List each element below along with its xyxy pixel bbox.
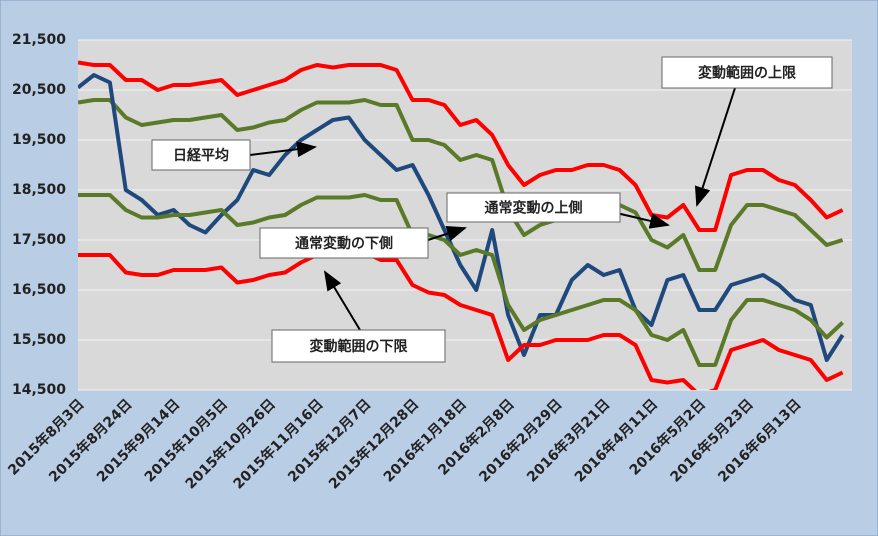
lines xyxy=(78,60,845,390)
series-line xyxy=(78,73,845,362)
series-line xyxy=(78,60,844,232)
series-label: 通常変動の下側 xyxy=(295,235,393,252)
callout-arrow xyxy=(694,87,736,207)
callout: 通常変動の下側 xyxy=(259,227,429,259)
series-label: 通常変動の上側 xyxy=(485,200,583,217)
series-label: 日経平均 xyxy=(173,147,229,164)
callout-box xyxy=(446,192,621,223)
callout: 変動範囲の下限 xyxy=(271,329,446,363)
y-tick-label: 16,500 xyxy=(12,282,66,298)
series-label: 変動範囲の下限 xyxy=(310,338,408,355)
y-tick-label: 19,500 xyxy=(12,132,66,148)
callout-arrow xyxy=(427,225,467,242)
callout: 日経平均 xyxy=(151,139,251,171)
callout-arrow xyxy=(249,141,317,158)
callout: 通常変動の上側 xyxy=(446,192,621,223)
callout-box xyxy=(151,139,251,171)
y-tick-label: 18,500 xyxy=(12,182,66,198)
callout-arrow xyxy=(323,270,361,331)
callout-box xyxy=(259,227,429,259)
y-tick-label: 15,500 xyxy=(12,332,66,348)
y-tick-label: 17,500 xyxy=(12,232,66,248)
series-line xyxy=(78,98,844,272)
callout: 変動範囲の上限 xyxy=(661,56,833,89)
series-label: 変動範囲の上限 xyxy=(698,65,796,82)
y-tick-label: 20,500 xyxy=(12,82,66,98)
y-tick-label: 21,500 xyxy=(12,32,66,48)
callout-box xyxy=(661,56,833,89)
y-tick-label: 14,500 xyxy=(12,382,66,398)
callout-arrow xyxy=(611,211,670,229)
series-line xyxy=(78,250,844,390)
series-line xyxy=(78,193,844,367)
callout-box xyxy=(271,329,446,363)
